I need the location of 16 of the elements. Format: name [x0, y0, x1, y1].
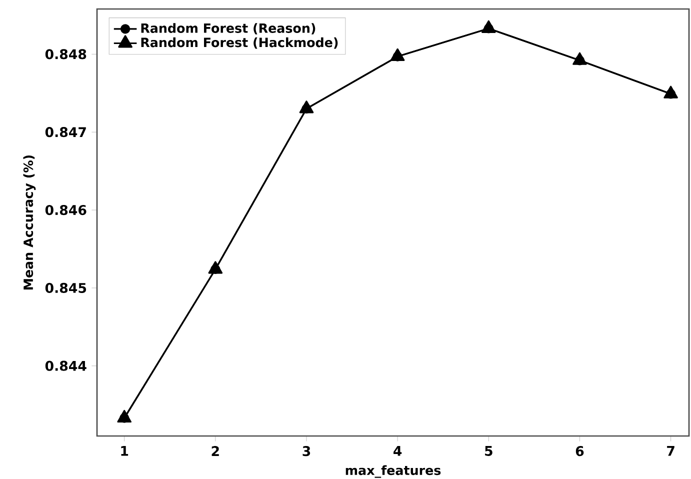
y-tick-label: 0.845 — [45, 282, 86, 293]
y-tick-label: 0.847 — [45, 127, 86, 138]
x-tick-label: 2 — [212, 446, 219, 456]
legend-label: Random Forest (Reason) — [141, 23, 316, 34]
x-tick-label: 6 — [576, 446, 584, 456]
y-tick-label: 0.846 — [45, 204, 86, 216]
x-axis-title: max_features — [346, 465, 441, 478]
y-tick-label: 0.844 — [45, 360, 86, 371]
x-tick-label: 7 — [667, 446, 674, 456]
y-tick-label: 0.848 — [45, 49, 86, 60]
x-tick-label: 3 — [302, 446, 310, 456]
legend-label: Random Forest (Hackmode) — [141, 37, 338, 49]
x-tick-label: 1 — [121, 446, 128, 456]
y-axis-title: Mean Accuracy (%) — [23, 155, 36, 290]
x-tick-label: 5 — [485, 446, 492, 456]
x-tick-label: 4 — [394, 446, 402, 456]
